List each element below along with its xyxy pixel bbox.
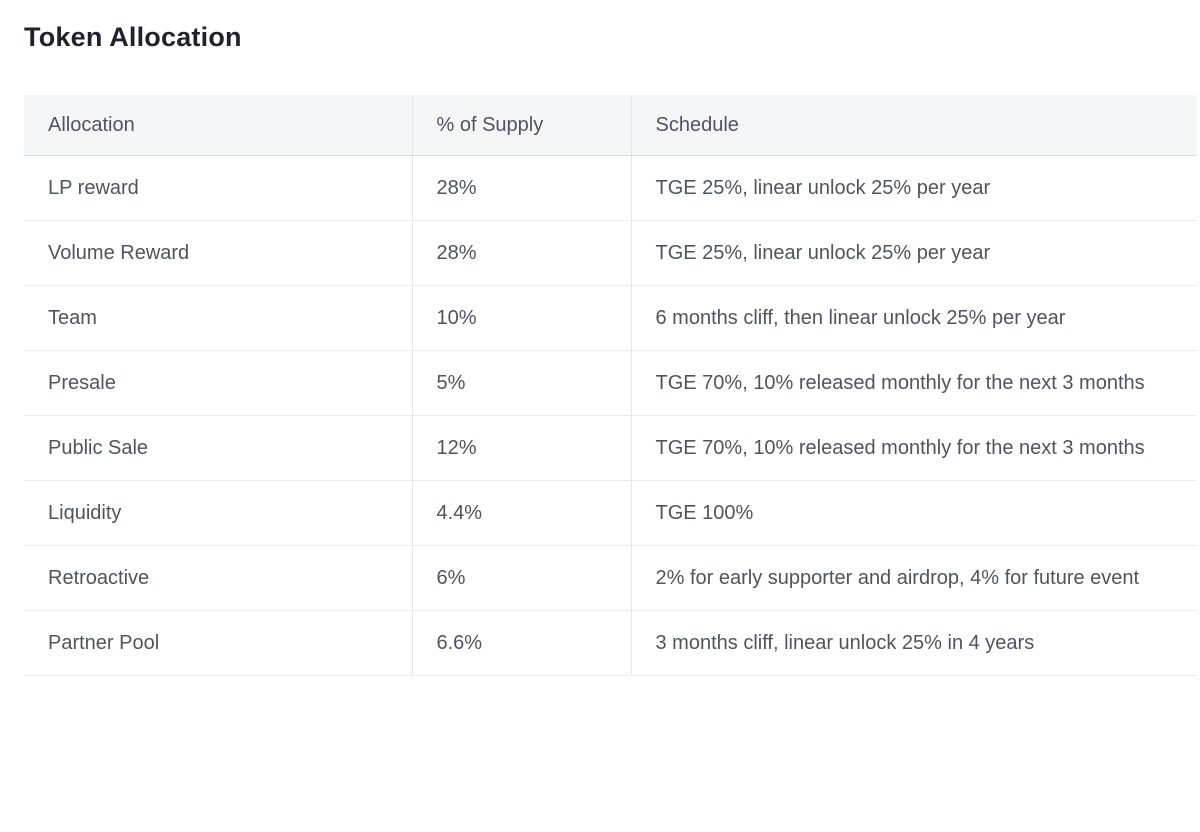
cell-schedule: TGE 70%, 10% released monthly for the ne… [630, 415, 1197, 481]
column-header-supply: % of Supply [411, 95, 631, 156]
cell-schedule: 3 months cliff, linear unlock 25% in 4 y… [630, 610, 1197, 676]
cell-schedule: 2% for early supporter and airdrop, 4% f… [630, 545, 1197, 611]
cell-allocation: Partner Pool [24, 610, 412, 676]
cell-allocation: Retroactive [24, 545, 412, 611]
cell-allocation: LP reward [24, 155, 412, 221]
cell-schedule: TGE 25%, linear unlock 25% per year [630, 220, 1197, 286]
cell-supply: 5% [411, 350, 631, 416]
table-row: Liquidity 4.4% TGE 100% [24, 480, 1197, 546]
column-header-allocation: Allocation [24, 95, 412, 156]
cell-schedule: 6 months cliff, then linear unlock 25% p… [630, 285, 1197, 351]
cell-supply: 28% [411, 220, 631, 286]
table-body: LP reward 28% TGE 25%, linear unlock 25% p… [24, 155, 1197, 676]
cell-allocation: Volume Reward [24, 220, 412, 286]
column-header-schedule: Schedule [630, 95, 1197, 156]
token-allocation-table: Allocation % of Supply Schedule LP rewar… [24, 95, 1197, 676]
cell-schedule: TGE 100% [630, 480, 1197, 546]
table-header: Allocation % of Supply Schedule [24, 95, 1197, 156]
cell-schedule: TGE 25%, linear unlock 25% per year [630, 155, 1197, 221]
table-row: Retroactive 6% 2% for early supporter and … [24, 545, 1197, 611]
cell-allocation: Liquidity [24, 480, 412, 546]
table-row: Presale 5% TGE 70%, 10% released monthly f… [24, 350, 1197, 416]
table-row: LP reward 28% TGE 25%, linear unlock 25% p… [24, 155, 1197, 221]
cell-supply: 6.6% [411, 610, 631, 676]
cell-supply: 12% [411, 415, 631, 481]
cell-supply: 6% [411, 545, 631, 611]
cell-supply: 4.4% [411, 480, 631, 546]
table-row: Partner Pool 6.6% 3 months cliff, linear u… [24, 610, 1197, 676]
table-row: Volume Reward 28% TGE 25%, linear unlock 2… [24, 220, 1197, 286]
table-row: Team 10% 6 months cliff, then linear unloc… [24, 285, 1197, 351]
cell-supply: 10% [411, 285, 631, 351]
page-title: Token Allocation [24, 22, 242, 52]
cell-schedule: TGE 70%, 10% released monthly for the ne… [630, 350, 1197, 416]
table-row: Public Sale 12% TGE 70%, 10% released mont… [24, 415, 1197, 481]
cell-allocation: Presale [24, 350, 412, 416]
cell-allocation: Public Sale [24, 415, 412, 481]
header-row: Allocation % of Supply Schedule [24, 95, 1197, 156]
cell-supply: 28% [411, 155, 631, 221]
cell-allocation: Team [24, 285, 412, 351]
